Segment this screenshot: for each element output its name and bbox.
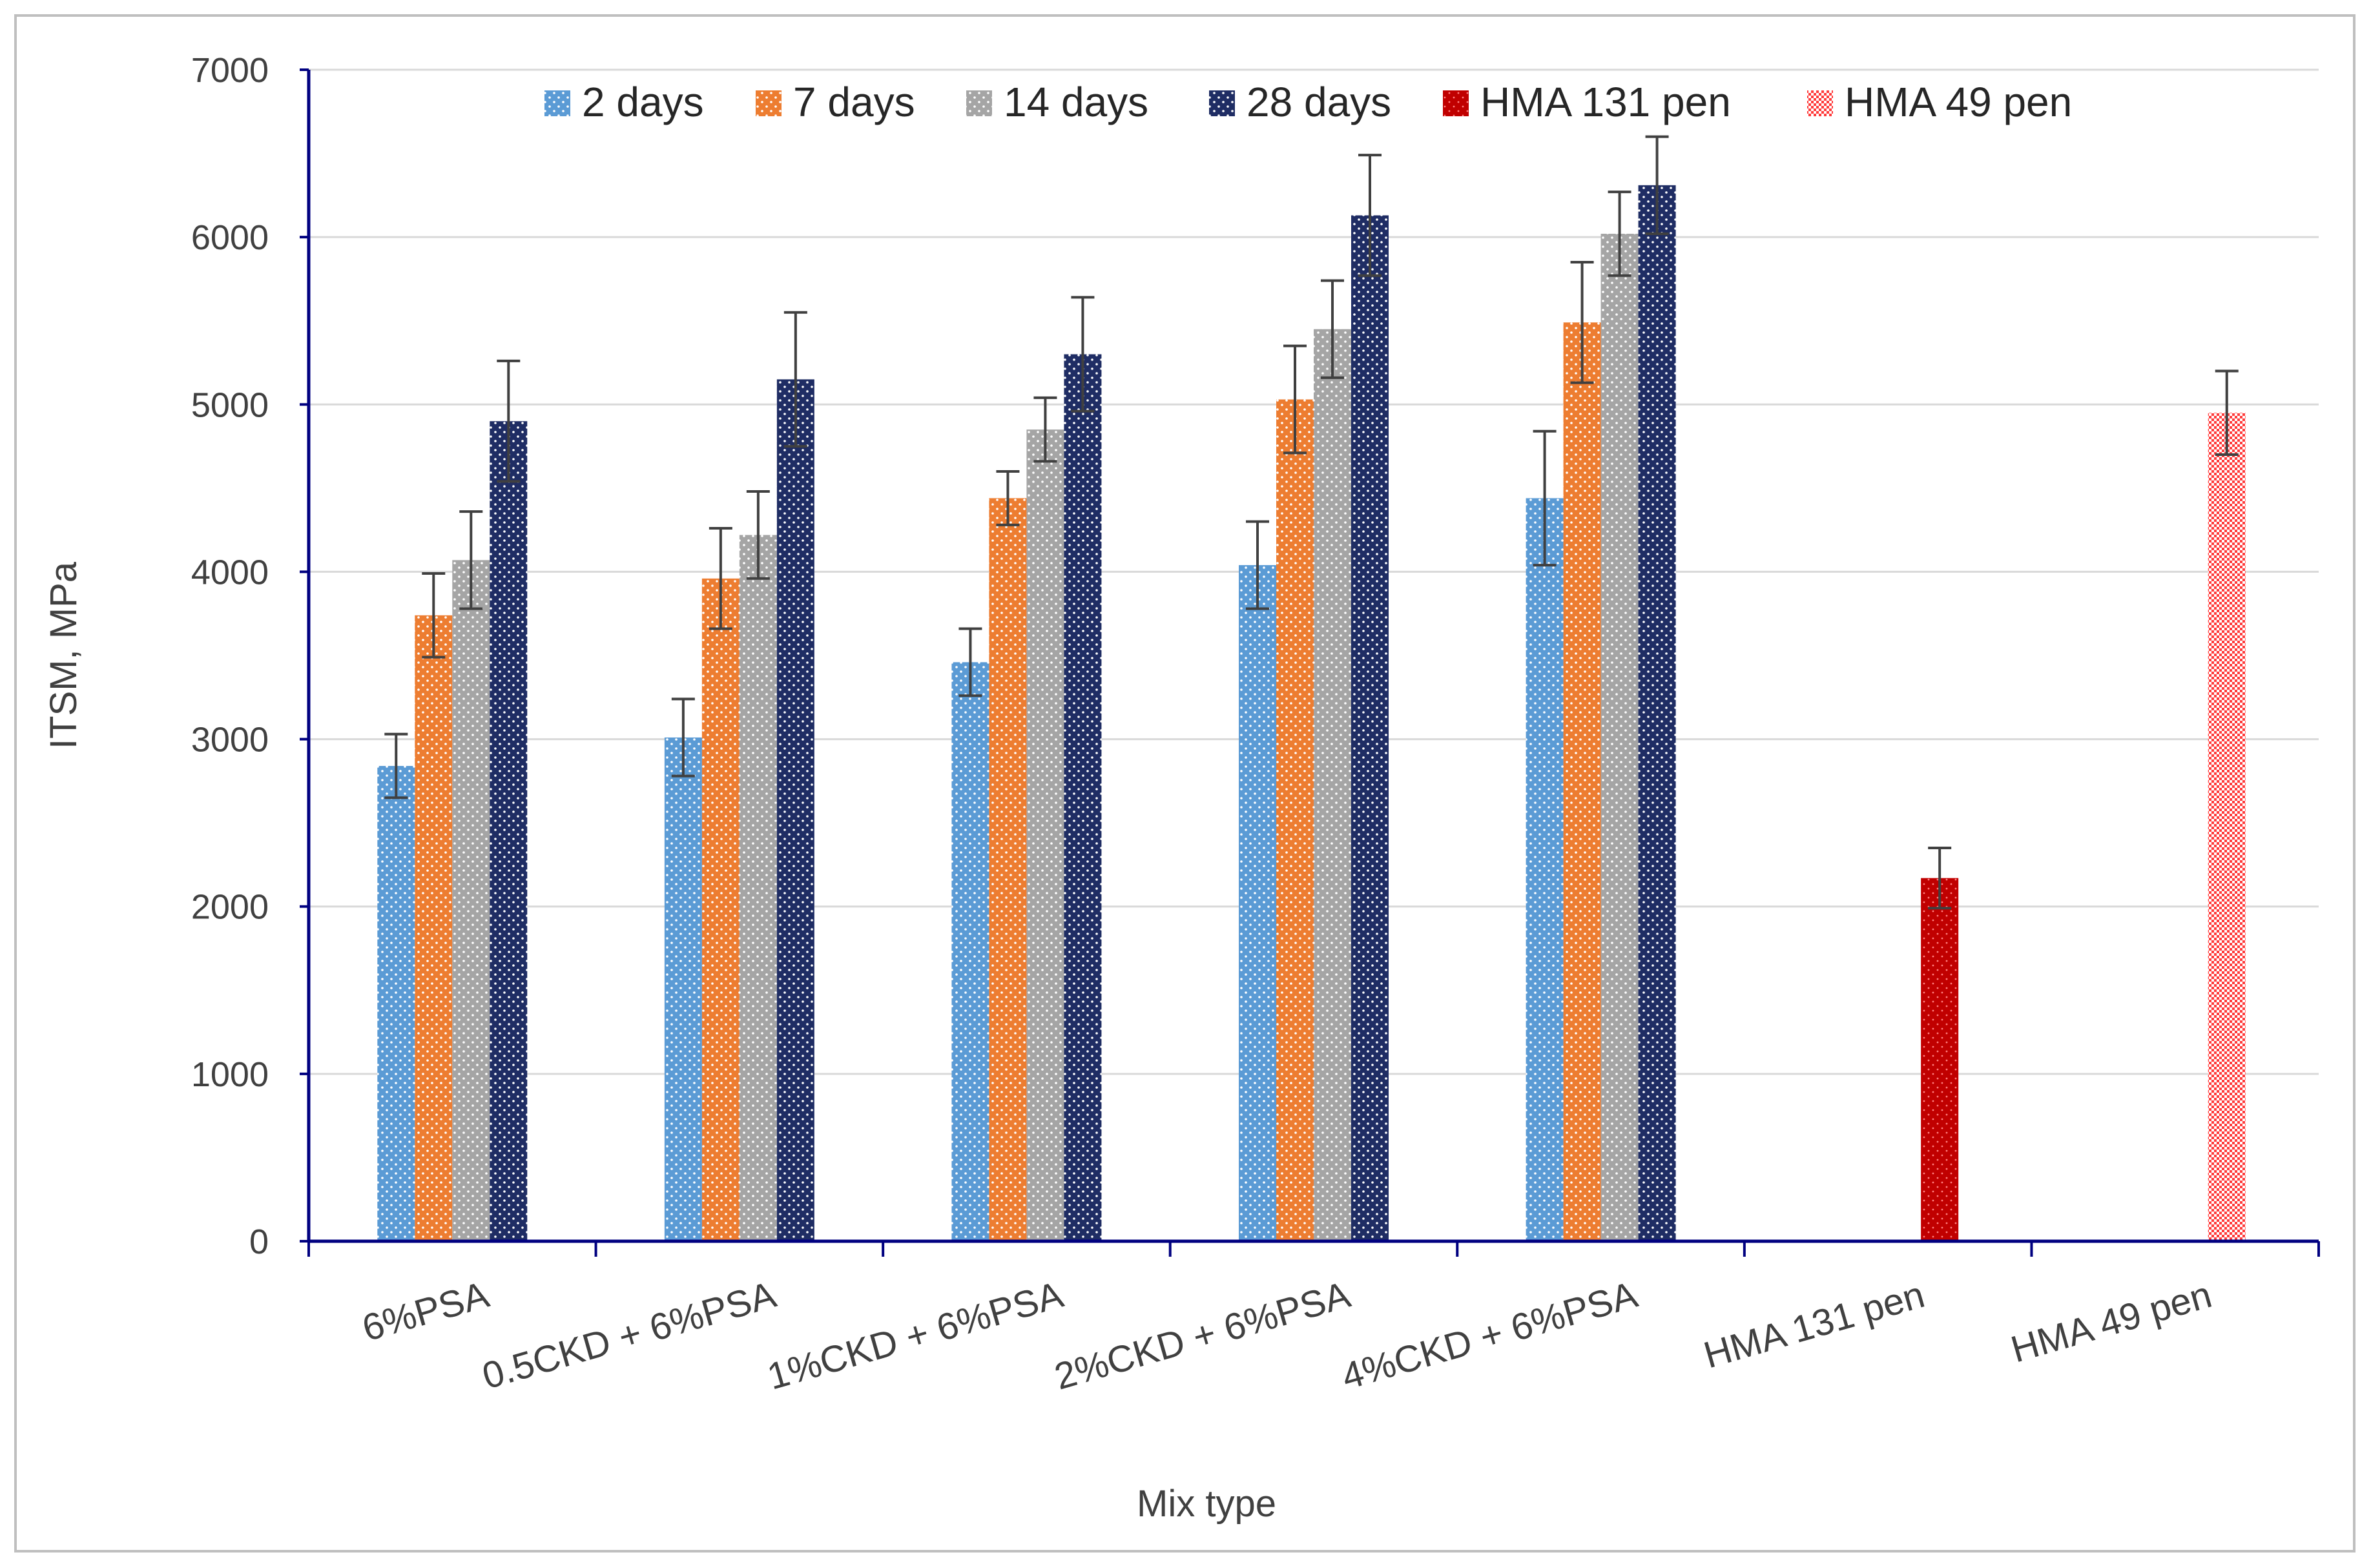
- bar-7-days-0: [415, 615, 453, 1241]
- bar-2-days-2: [951, 662, 989, 1241]
- legend-14-days-label: 14 days: [1004, 79, 1148, 125]
- y-tick-label-0: 0: [249, 1222, 269, 1261]
- bar-28-days-1: [776, 379, 814, 1241]
- legend-14-days-swatch: [966, 90, 992, 116]
- legend-7-days-swatch: [756, 90, 782, 116]
- legend-hma-131-pen-label: HMA 131 pen: [1480, 79, 1731, 125]
- bar-2-days-3: [1239, 565, 1276, 1241]
- bar-7-days-1: [701, 578, 740, 1241]
- y-tick-label-2000: 2000: [191, 888, 269, 927]
- y-tick-label-3000: 3000: [191, 721, 269, 759]
- y-tick-label-7000: 7000: [191, 51, 269, 90]
- bar-28-days-4: [1638, 185, 1676, 1241]
- legend-hma-49-pen-label: HMA 49 pen: [1845, 79, 2072, 125]
- bar-14-days-3: [1314, 329, 1351, 1242]
- x-tick-label-1: 0.5CKD + 6%PSA: [478, 1274, 781, 1398]
- bar-hma-49-pen-6: [2208, 413, 2246, 1241]
- y-tick-label-5000: 5000: [191, 386, 269, 424]
- x-tick-label-6: HMA 49 pen: [2007, 1274, 2217, 1370]
- legend-28-days-swatch: [1209, 90, 1235, 116]
- bar-2-days-1: [664, 737, 702, 1241]
- bar-hma-131-pen-5: [1921, 878, 1959, 1241]
- legend-28-days-label: 28 days: [1247, 79, 1391, 125]
- x-tick-label-4: 4%CKD + 6%PSA: [1337, 1274, 1642, 1398]
- bar-7-days-4: [1563, 322, 1601, 1242]
- legend-2-days-swatch: [544, 90, 570, 116]
- bar-2-days-4: [1526, 498, 1564, 1241]
- bar-14-days-0: [452, 560, 490, 1241]
- legend-hma-131-pen-swatch: [1443, 90, 1469, 116]
- bar-28-days-2: [1064, 354, 1102, 1241]
- bar-2-days-0: [377, 766, 415, 1241]
- bar-28-days-0: [490, 421, 528, 1242]
- y-tick-label-4000: 4000: [191, 553, 269, 592]
- x-tick-label-2: 1%CKD + 6%PSA: [763, 1274, 1068, 1398]
- x-tick-label-5: HMA 131 pen: [1699, 1274, 1929, 1376]
- y-axis-title: ITSM, MPa: [43, 561, 85, 749]
- legend-2-days-label: 2 days: [582, 79, 704, 125]
- x-tick-label-0: 6%PSA: [358, 1274, 493, 1350]
- x-tick-label-3: 2%CKD + 6%PSA: [1050, 1274, 1355, 1398]
- y-tick-label-6000: 6000: [191, 218, 269, 257]
- y-tick-label-1000: 1000: [191, 1055, 269, 1094]
- bar-7-days-2: [989, 498, 1027, 1241]
- bar-28-days-3: [1351, 215, 1389, 1241]
- bar-14-days-4: [1600, 233, 1639, 1242]
- legend-hma-49-pen-swatch: [1807, 90, 1833, 116]
- bar-14-days-1: [739, 535, 777, 1241]
- x-axis-title: Mix type: [1137, 1483, 1276, 1525]
- bar-14-days-2: [1026, 429, 1064, 1241]
- bar-7-days-3: [1276, 399, 1314, 1241]
- legend-7-days-label: 7 days: [793, 79, 915, 125]
